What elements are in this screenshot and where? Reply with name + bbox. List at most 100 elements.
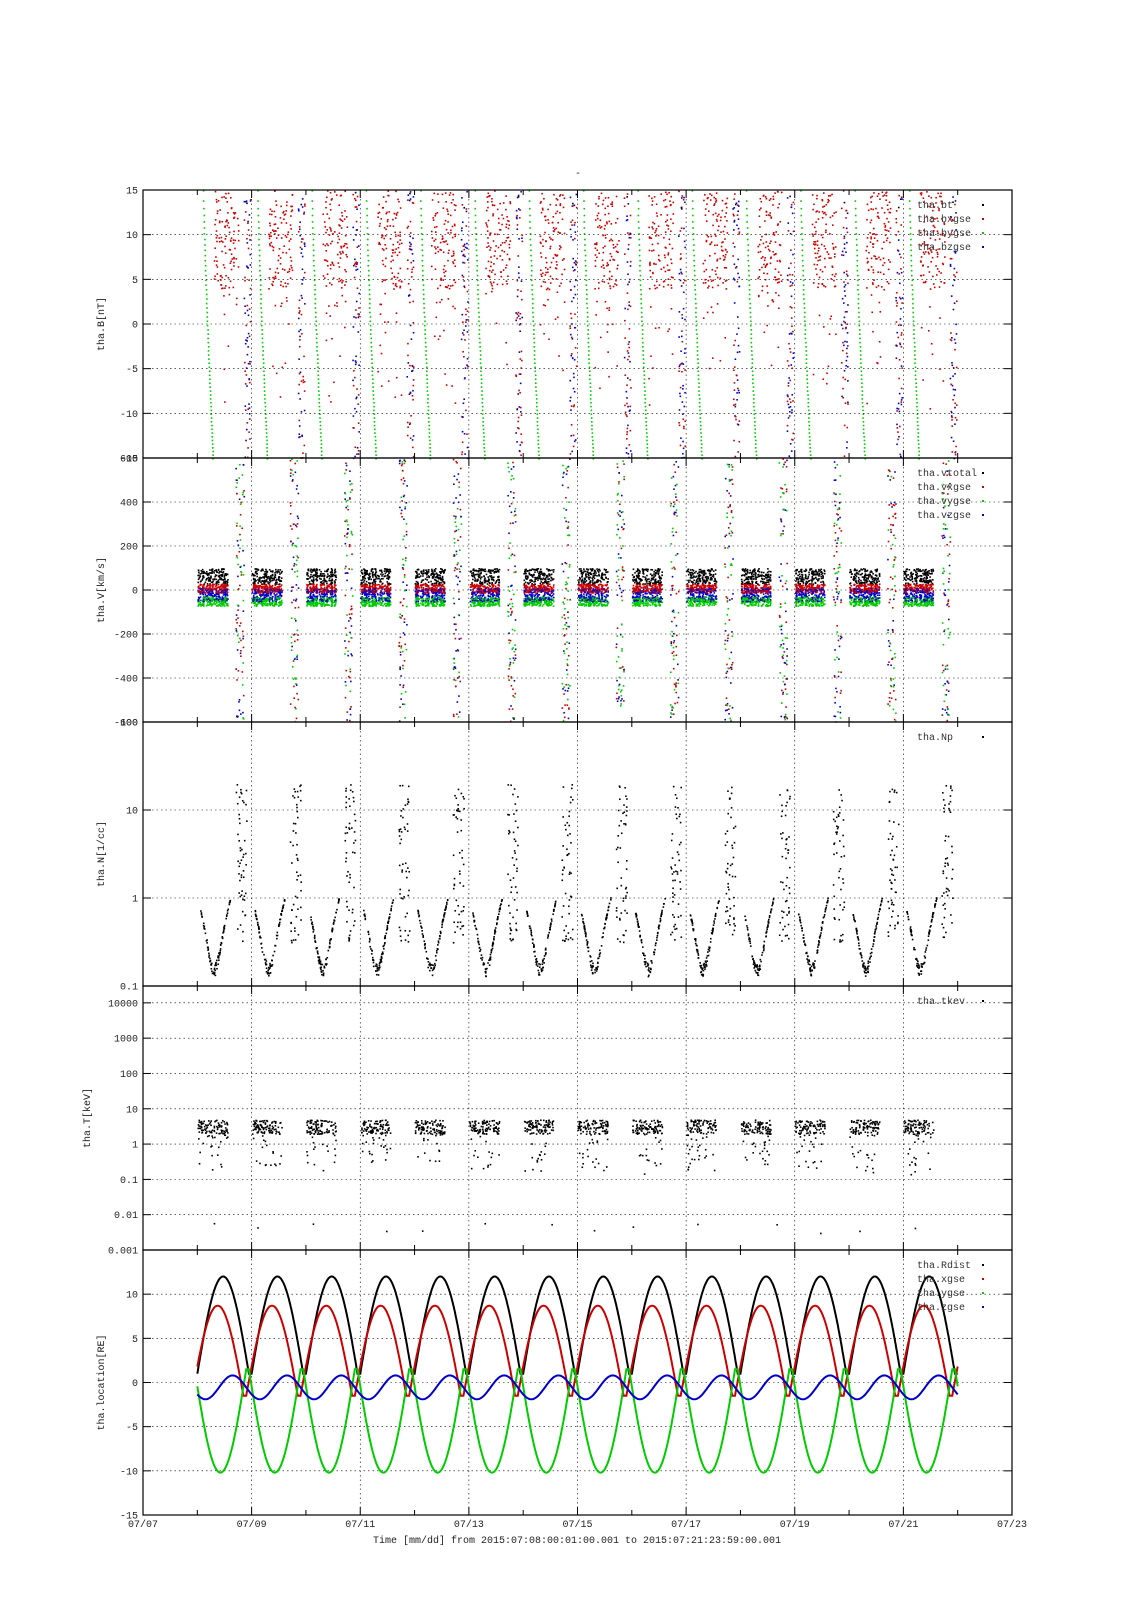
series-bxgse-point [289,277,292,279]
series-bzgse-point [301,332,303,335]
series-vxgse-point [263,583,266,586]
series-bygse-point [746,227,749,229]
series-vygse-point [258,599,261,602]
series-bxgse-point [442,268,445,271]
series-bxgse-point [616,365,618,367]
series-bzgse-point [733,229,735,231]
series-bxgse-point [719,257,721,260]
series-vtotal-point [263,575,266,578]
series-bzgse-point [303,271,306,274]
series-bygse-point [804,333,806,335]
series-bxgse-point [273,277,276,279]
series-bygse-point [642,350,644,352]
series-bxgse-point [554,267,557,269]
series-bzgse-point [844,311,847,313]
series-bxgse-point [395,190,397,193]
series-bzgse-point [790,249,792,251]
series-bygse-point [916,405,918,408]
series-bxgse-point [824,211,826,214]
series-bzgse-point [624,319,626,322]
series-bxgse-point [559,232,561,235]
series-bygse-point [534,378,537,381]
series-bxgse-point [883,262,886,264]
series-bygse-point [320,447,323,449]
series-bygse-point [694,298,697,300]
series-bxgse-point [447,284,450,287]
series-bxgse-point [392,282,395,285]
series-bygse-point [750,346,753,348]
series-bzgse-point [572,257,575,260]
series-bygse-point [637,190,639,192]
series-bxgse-point [556,264,558,266]
series-bzgse-point [354,446,357,449]
series-bzgse-point [352,427,355,429]
series-vtotal-point [211,572,213,574]
series-bzgse-point [950,383,952,386]
series-bygse-point [589,386,592,388]
series-vzgse-point [258,598,261,600]
series-bygse-point [696,337,699,340]
series-bxgse-point [710,280,713,282]
series-bzgse-point [954,342,957,344]
series-burst-point [242,694,245,697]
series-bxgse-point [551,221,554,224]
series-bxgse-point [878,256,880,259]
series-vygse-point [206,596,209,599]
series-vxgse-point [210,590,212,592]
series-bzgse-point [896,302,899,304]
series-bygse-point [369,311,371,314]
series-vtotal-point [271,574,274,576]
series-bzgse-point [792,201,795,204]
series-vtotal-point [265,568,267,571]
series-burst-point [237,634,239,637]
series-bygse-point [368,279,370,282]
series-bxgse-point [930,342,933,345]
series-bxgse-point [866,261,869,264]
series-bzgse-point [681,317,684,320]
series-bxgse-point [496,283,499,286]
series-bxgse-point [275,204,278,206]
series-bygse-point [584,249,586,252]
series-bzgse-point [951,229,953,232]
series-bzgse-point [569,196,572,199]
series-bxgse-point [285,296,288,299]
series-bzgse-point [246,237,248,240]
series-bygse-point [699,428,702,431]
series-bygse-point [698,398,701,400]
series-bxgse-point [936,268,939,270]
series-bzgse-point [954,252,957,254]
series-bxgse-point [609,285,611,287]
series-bzgse-point [736,379,739,381]
series-burst-point [236,522,238,525]
series-bygse-point [369,320,372,323]
series-bygse-point [585,269,587,272]
series-bt-point [897,206,900,209]
series-bzgse-point [895,291,898,294]
series-bzgse-point [790,450,793,452]
series-bygse-point [423,307,425,309]
series-bxgse-point [506,253,509,256]
series-bxgse-point [326,260,329,263]
series-bzgse-point [895,305,898,307]
series-bygse-point [317,374,320,377]
series-vtotal-point [259,576,261,579]
series-bygse-point [533,329,535,331]
series-bxgse-point [382,196,385,198]
series-bzgse-point [461,451,464,453]
series-bxgse-point [829,194,832,197]
series-bygse-point [589,382,592,385]
series-bygse-point [644,394,646,396]
series-bygse-point [311,190,314,192]
series-bxgse-point [225,220,227,223]
series-bygse-point [207,337,209,340]
series-bzgse-point [409,248,412,251]
series-bygse-point [262,366,265,369]
series-burst-point [296,484,298,487]
series-bxgse-point [444,219,447,222]
series-bxgse-point [539,323,542,326]
series-bygse-point [864,454,866,456]
series-vygse-point [278,604,280,607]
series-vtotal-point [209,577,212,580]
series-bxgse-point [832,248,835,250]
series-bzgse-point [463,280,465,282]
